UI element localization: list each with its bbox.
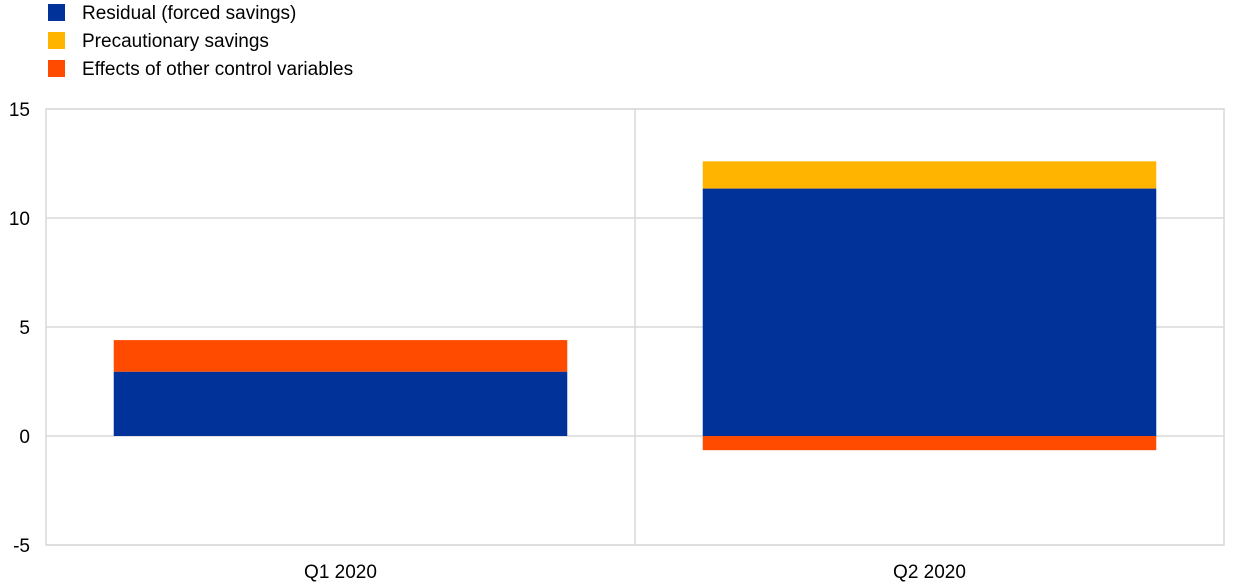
- y-tick-label-3: 0: [19, 427, 30, 448]
- bar-0-2: [113, 340, 568, 372]
- legend-swatch-1: [48, 32, 65, 49]
- legend-label-2: Effects of other control variables: [82, 59, 353, 80]
- legend-swatch-0: [48, 4, 65, 21]
- x-axis: Q1 2020 Q2 2020: [304, 562, 966, 583]
- bar-1-2: [702, 436, 1157, 451]
- legend-label-1: Precautionary savings: [82, 31, 269, 52]
- legend-label-0: Residual (forced savings): [82, 3, 296, 24]
- y-tick-label-2: 5: [19, 318, 30, 339]
- x-tick-label-1: Q2 2020: [893, 562, 966, 583]
- legend-swatch-2: [48, 60, 65, 77]
- bar-1-1: [702, 161, 1157, 189]
- y-tick-label-4: -5: [13, 536, 30, 557]
- bar-0-0: [113, 371, 568, 436]
- y-axis: 15 10 5 0 -5: [9, 100, 30, 557]
- bar-1-0: [702, 188, 1157, 436]
- legend: Residual (forced savings) Precautionary s…: [48, 3, 353, 80]
- x-tick-label-0: Q1 2020: [304, 562, 377, 583]
- y-tick-label-1: 10: [9, 209, 30, 230]
- bars: [113, 161, 1157, 451]
- y-tick-label-0: 15: [9, 100, 30, 121]
